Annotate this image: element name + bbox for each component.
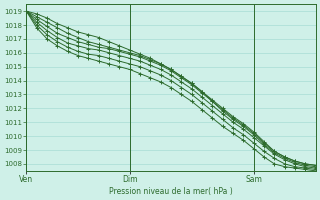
X-axis label: Pression niveau de la mer( hPa ): Pression niveau de la mer( hPa ) [109,187,233,196]
